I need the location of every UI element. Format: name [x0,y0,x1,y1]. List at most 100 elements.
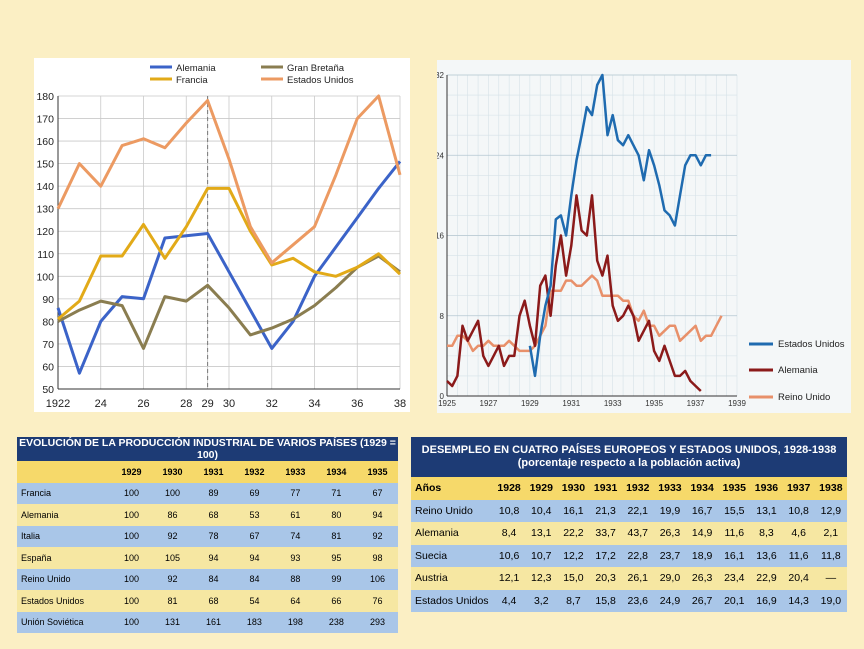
column-header: 1930 [162,466,183,477]
table-cell: 16,7 [691,504,713,517]
table-row: Reino Unido 10,8 10,4 16,1 21,3 22,1 19,9 16,7 1… [411,499,847,522]
table-cell: 8,3 [759,527,774,540]
table-cell: 68 [208,595,219,606]
series-line-reino-unido [447,274,723,353]
row-label: Francia [21,488,52,499]
column-header: 1934 [690,482,714,495]
series-line-estados-unidos [528,73,712,378]
table-cell: — [825,572,837,585]
table-cell: 11,6 [724,527,745,540]
y-tick-label: 100 [36,271,54,283]
y-tick-label: 90 [42,294,54,306]
table-cell: 15,0 [563,572,584,585]
column-header: 1931 [203,466,224,477]
x-tick-label: 32 [266,398,278,410]
table-cell: 18,9 [691,549,713,562]
table-cell: 26,7 [691,594,713,607]
column-header: 1933 [285,466,306,477]
x-tick-label: 1929 [521,399,539,408]
y-tick-label: 180 [36,91,54,103]
table-cell: 54 [249,595,260,606]
y-tick-label: 24 [437,151,445,160]
y-tick-label: 0 [440,392,445,401]
table-cell: 4,4 [501,594,517,607]
row-label: Italia [21,531,41,542]
table-cell: 10,8 [498,504,520,517]
y-tick-label: 32 [437,71,445,80]
table-cell: 100 [123,617,139,628]
table-cell: 64 [290,595,301,606]
x-tick-label: 34 [308,398,320,410]
y-tick-label: 150 [36,159,54,171]
table-cell: 19,9 [659,504,681,517]
table-cell: 8,4 [501,527,517,540]
table-cell: 84 [249,574,260,585]
column-header: 1933 [658,482,682,495]
table-title-text: DESEMPLEO EN CUATRO PAÍSES EUROPEOS Y ES… [421,444,837,456]
table-cell: 100 [123,595,139,606]
table-cell: 33,7 [595,527,616,540]
table-cell: 23,6 [627,594,648,607]
series-line-alemania [446,194,702,392]
table-cell: 12,2 [563,549,584,562]
table-row: Unión Soviética 100 131 161 183 198 238 293 [17,611,398,633]
column-header: 1931 [593,482,618,495]
table-cell: 198 [287,617,303,628]
table-cell: 15,8 [595,594,616,607]
legend-label: Gran Bretaña [287,63,345,74]
table-cell: 12,1 [498,572,520,585]
table-title: DESEMPLEO EN CUATRO PAÍSES EUROPEOS Y ES… [411,437,847,477]
table-cell: 10,6 [498,549,520,562]
table-cell: 100 [123,531,139,542]
column-header: 1935 [722,482,746,495]
table-cell: 8,7 [566,594,581,607]
table-cell: 99 [331,574,342,585]
table-cell: 93 [290,552,301,563]
table-cell: 43,7 [627,527,648,540]
table-cell: 16,1 [563,504,584,517]
table-cell: 11,8 [821,549,841,562]
table-title-text: EVOLUCIÓN DE LA PRODUCCIÓN INDUSTRIAL DE… [19,437,396,461]
row-label: Austria [415,572,448,585]
table-row: Estados Unidos 100 81 68 54 64 66 76 [17,590,398,612]
row-label: Estados Unidos [415,594,489,607]
column-header: Años [415,482,442,495]
x-tick-label: 30 [223,398,235,410]
column-header: 1935 [367,466,388,477]
table-cell: 13,6 [756,549,777,562]
table-cell: 100 [164,488,180,499]
column-header: 1929 [529,482,553,495]
x-tick-label: 1927 [480,399,498,408]
column-header: 1930 [561,482,586,495]
table-cell: 17,2 [595,549,616,562]
production-index-chart-panel: 50 60 70 80 90 100 110 120 130 140 150 160 170 180 192… [34,58,410,412]
column-header: 1932 [626,482,650,495]
legend-label: Estados Unidos [778,339,845,350]
table-cell: 74 [290,531,301,542]
x-tick-label: 28 [180,398,192,410]
table-cell: 92 [167,531,178,542]
table-cell: 10,8 [788,504,809,517]
table-row: Alemania 8,4 13,1 22,2 33,7 43,7 26,3 14,9 11,6 8… [411,522,847,545]
y-tick-label: 120 [36,226,54,238]
y-tick-label: 80 [42,316,54,328]
table-cell: 293 [369,617,385,628]
table-subtitle: (porcentaje respecto a la población acti… [517,457,741,469]
x-tick-label: 24 [95,398,107,410]
table-cell: 76 [372,595,383,606]
table-cell: 22,2 [563,527,584,540]
table-cell: 16,1 [724,549,745,562]
table-cell: 29,0 [659,572,681,585]
table-cell: 67 [372,488,383,499]
table-cell: 23,7 [659,549,681,562]
x-tick-label: 1933 [604,399,622,408]
table-cell: 100 [123,574,139,585]
table-cell: 95 [331,552,342,563]
x-tick-label: 1935 [645,399,663,408]
legend-label: Alemania [176,63,216,74]
table-cell: 2,1 [823,527,839,540]
table-cell: 67 [249,531,260,542]
table-cell: 183 [246,617,262,628]
series-line-estados-unidos [56,94,402,265]
table-cell: 92 [372,531,383,542]
